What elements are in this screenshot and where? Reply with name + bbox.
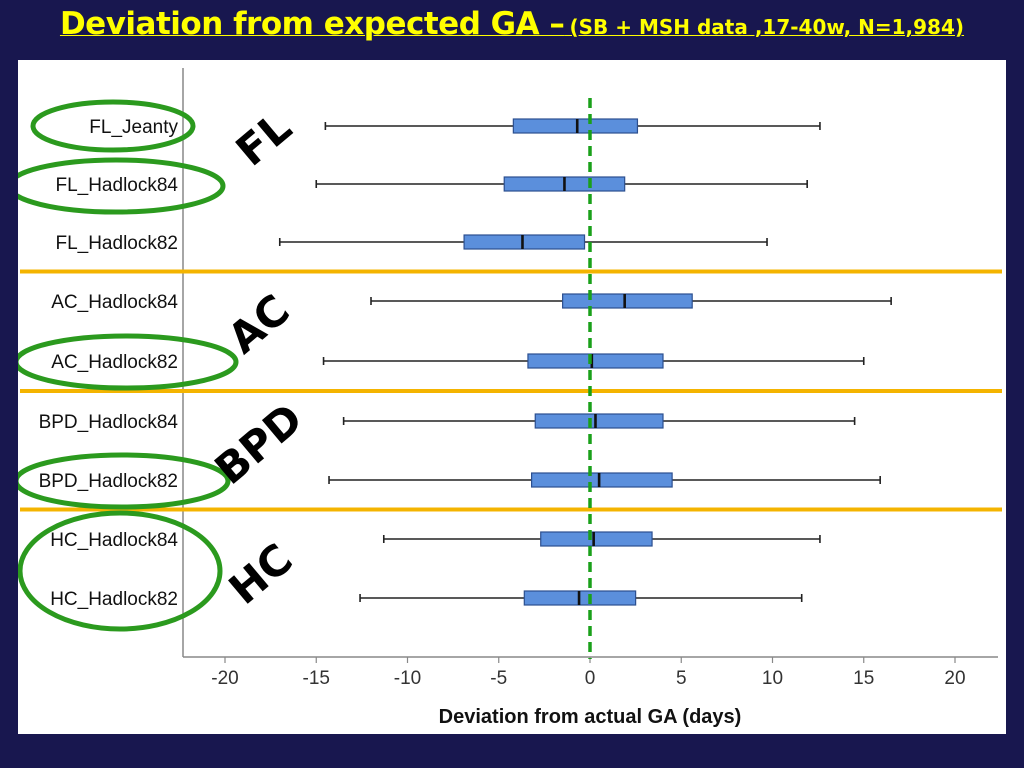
- formula-label: BPD_Hadlock84: [39, 412, 179, 433]
- x-tick-label: -10: [394, 668, 421, 689]
- iqr-box: [527, 353, 664, 369]
- chart-panel: -20 -15 -10 -5 0 5 10 15 20 Deviation from actual…: [18, 60, 1006, 734]
- iqr-box: [530, 472, 673, 488]
- formula-label: HC_Hadlock82: [50, 589, 178, 610]
- formula-label: FL_Jeanty: [89, 117, 178, 138]
- x-tick-label: 15: [853, 668, 874, 689]
- formula-label: AC_Hadlock82: [51, 352, 178, 373]
- iqr-box: [562, 293, 693, 309]
- x-tick-label: 10: [762, 668, 783, 689]
- x-axis-title: Deviation from actual GA (days): [439, 706, 742, 728]
- x-tick-label: 0: [585, 668, 596, 689]
- highlight-ellipse: [18, 452, 231, 510]
- x-tick-label: -5: [490, 668, 507, 689]
- formula-label: FL_Hadlock84: [55, 175, 178, 196]
- formula-label: AC_Hadlock84: [51, 292, 178, 313]
- formula-label: FL_Hadlock82: [55, 233, 178, 254]
- slide-title-subtitle: (SB + MSH data ,17-40w, N=1,984): [569, 15, 965, 39]
- x-tick-label: -20: [211, 668, 238, 689]
- group-label-bpd: BPD: [206, 394, 312, 494]
- iqr-box: [463, 234, 586, 250]
- iqr-box: [540, 531, 653, 547]
- formula-label: BPD_Hadlock82: [39, 471, 178, 492]
- highlight-ellipse: [18, 333, 239, 391]
- boxplot-chart: -20 -15 -10 -5 0 5 10 15 20 Deviation from actual…: [18, 68, 1002, 728]
- slide-title-main: Deviation from expected GA –: [59, 6, 565, 42]
- x-tick-label: 20: [944, 668, 965, 689]
- x-tick-label: 5: [676, 668, 687, 689]
- formula-label: HC_Hadlock84: [50, 530, 178, 551]
- group-label-hc: HC: [220, 534, 302, 614]
- iqr-box: [512, 118, 639, 134]
- highlight-ellipse: [30, 99, 196, 153]
- group-label-fl: FL: [227, 102, 301, 175]
- slide-title: Deviation from expected GA – (SB + MSH d…: [0, 6, 1024, 42]
- iqr-box: [534, 413, 664, 429]
- x-tick-label: -15: [303, 668, 330, 689]
- highlight-ellipse-hc: [18, 510, 223, 632]
- highlight-ellipse: [18, 157, 226, 215]
